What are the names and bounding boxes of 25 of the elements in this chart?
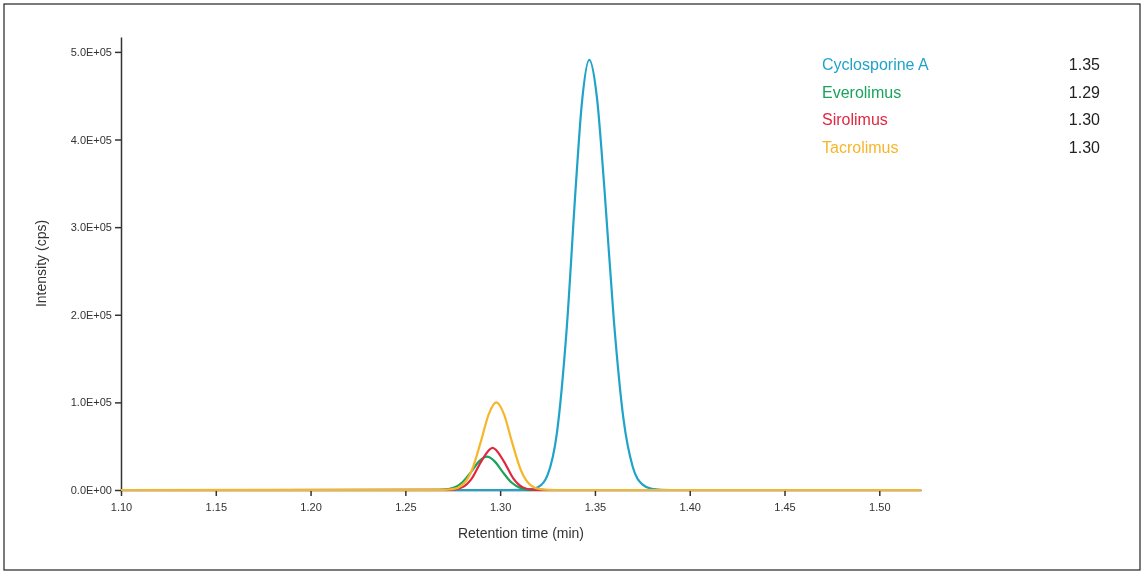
x-tick-label: 1.25 — [395, 501, 417, 514]
y-tick-label: 5.0E+05 — [70, 45, 112, 58]
x-tick-label: 1.30 — [489, 501, 512, 514]
text: Cyclosporine A — [822, 56, 930, 73]
y-tick-label: 2.0E+05 — [70, 308, 112, 321]
y-axis-title: Intensity (cps) — [33, 219, 49, 308]
x-tick-label: 1.45 — [774, 501, 796, 514]
x-tick-label: 1.35 — [584, 501, 607, 514]
x-axis-title: Retention time (min) — [457, 525, 585, 541]
text: Everolimus — [822, 83, 902, 101]
y-tick-label: 3.0E+05 — [70, 221, 112, 234]
x-tick-label: 1.50 — [869, 501, 891, 514]
text: 1.30 — [1068, 111, 1101, 128]
y-tick-label: 4.0E+05 — [70, 133, 112, 146]
x-tick-label: 1.15 — [205, 501, 227, 514]
x-tick-label: 1.20 — [300, 501, 322, 514]
y-tick-label: 0.0E+00 — [70, 484, 112, 497]
text: 1.35 — [1068, 56, 1101, 73]
x-tick-label: 1.40 — [679, 501, 701, 514]
y-tick-label: 1.0E+05 — [70, 396, 112, 409]
text: 1.29 — [1068, 83, 1101, 101]
text: Tacrolimus — [822, 138, 899, 156]
text: Sirolimus — [822, 111, 888, 128]
text: 1.30 — [1068, 138, 1101, 156]
x-tick-label: 1.10 — [110, 501, 133, 514]
